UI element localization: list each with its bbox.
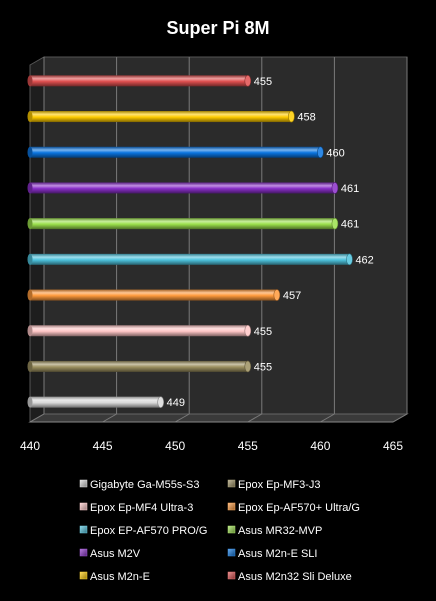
data-label: 460 [326,147,344,159]
x-tick-label: 465 [383,439,403,453]
bar-base-cap [27,253,33,265]
bar-end-cap [288,110,295,123]
legend-label: Epox Ep-AF570+ Ultra/G [238,502,360,514]
legend-item: Asus M2n-E SLI [227,548,317,560]
bar-base-cap [27,396,33,408]
legend-swatch [79,502,88,511]
bar-base-cap [27,111,33,123]
data-label: 457 [283,290,301,302]
bar-body [30,218,335,230]
data-label: 462 [355,254,373,266]
bar-base-cap [27,289,33,301]
legend-swatch [227,525,236,534]
bar-body [30,396,161,408]
bar-end-cap [244,75,252,87]
legend-item: Epox Ep-AF570+ Ultra/G [227,502,360,514]
data-label: 455 [254,326,272,338]
bar: 461 [27,182,359,195]
data-label: 458 [297,112,315,124]
legend-item: Epox Ep-MF3-J3 [227,479,321,491]
bar: 457 [27,289,301,302]
bar-end-cap [244,360,252,373]
bar-body [30,253,350,265]
legend-item: Epox Ep-MF4 Ultra-3 [79,502,193,514]
x-tick-label: 455 [238,439,258,453]
gridline-floor [102,413,117,423]
legend-swatch [227,479,236,488]
gridline-floor [320,413,335,423]
bar: 455 [27,324,272,338]
bar-body [30,360,248,372]
bar-body [30,289,277,301]
bar-base-cap [27,75,33,87]
x-axis: 440 445 450 455 460 465 [20,421,403,453]
x-tick-label: 460 [310,439,330,453]
bar-end-cap [244,324,252,337]
legend-item: Asus M2n-E [79,571,150,583]
bar-base-cap [27,182,33,194]
legend-swatch [79,571,88,580]
bar-end-cap [331,182,339,194]
legend-label: Epox EP-AF570 PRO/G [90,525,207,537]
gridline-floor [247,413,263,423]
x-tick-label: 445 [93,439,113,453]
gridline-floor [392,413,408,423]
data-label: 455 [254,361,272,373]
data-label: 461 [341,219,359,231]
bar: 461 [27,217,359,231]
legend-label: Epox Ep-MF4 Ultra-3 [90,502,193,514]
data-label: 455 [254,76,272,88]
legend-label: Gigabyte Ga-M55s-S3 [90,479,199,491]
bar-base-cap [27,146,33,158]
legend-item: Asus M2n32 Sli Deluxe [227,571,352,583]
bar-body [30,146,321,158]
bar-body [30,325,248,337]
bar: 460 [27,146,345,159]
legend-item: Asus MR32-MVP [227,525,322,537]
gridline-floor [174,413,190,423]
bar: 462 [27,253,374,266]
legend-label: Asus M2n-E [90,571,150,583]
x-tick-label: 450 [165,439,185,453]
bar-base-cap [27,360,33,372]
bar: 458 [27,110,316,124]
bar-base-cap [27,325,33,337]
bar: 455 [27,75,272,88]
x-tick-label: 440 [20,439,40,453]
legend-item: Epox EP-AF570 PRO/G [79,525,207,537]
floor [28,413,409,423]
bar-body [30,111,292,123]
bar-end-cap [331,217,339,230]
bars: 449 455 455 457 462 461 461 460 458 455 [27,75,374,409]
bar-end-cap [157,396,164,408]
gridline-floor [29,413,45,423]
bar-base-cap [27,218,33,230]
bar-end-cap [273,289,281,301]
chart-title: Super Pi 8M [166,18,269,38]
legend-label: Asus M2V [90,548,141,560]
legend-swatch [79,479,88,488]
legend-swatch [79,525,88,534]
bar-body [30,75,248,87]
legend-swatch [227,502,236,511]
data-label: 461 [341,183,359,195]
legend-label: Asus M2n32 Sli Deluxe [238,571,352,583]
data-label: 449 [167,397,185,409]
legend-label: Asus M2n-E SLI [238,548,317,560]
bar: 455 [27,360,272,373]
bar-end-cap [317,146,324,159]
legend-swatch [79,548,88,557]
legend: Gigabyte Ga-M55s-S3 Epox Ep-MF3-J3 Epox Ep… [79,479,360,583]
legend-item: Gigabyte Ga-M55s-S3 [79,479,199,491]
bar-body [30,182,335,194]
bar: 449 [27,396,185,409]
legend-label: Asus MR32-MVP [238,525,322,537]
back-wall [43,56,408,415]
legend-label: Epox Ep-MF3-J3 [238,479,321,491]
bar-end-cap [346,253,353,266]
legend-swatch [227,548,236,557]
legend-item: Asus M2V [79,548,141,560]
legend-swatch [227,571,236,580]
